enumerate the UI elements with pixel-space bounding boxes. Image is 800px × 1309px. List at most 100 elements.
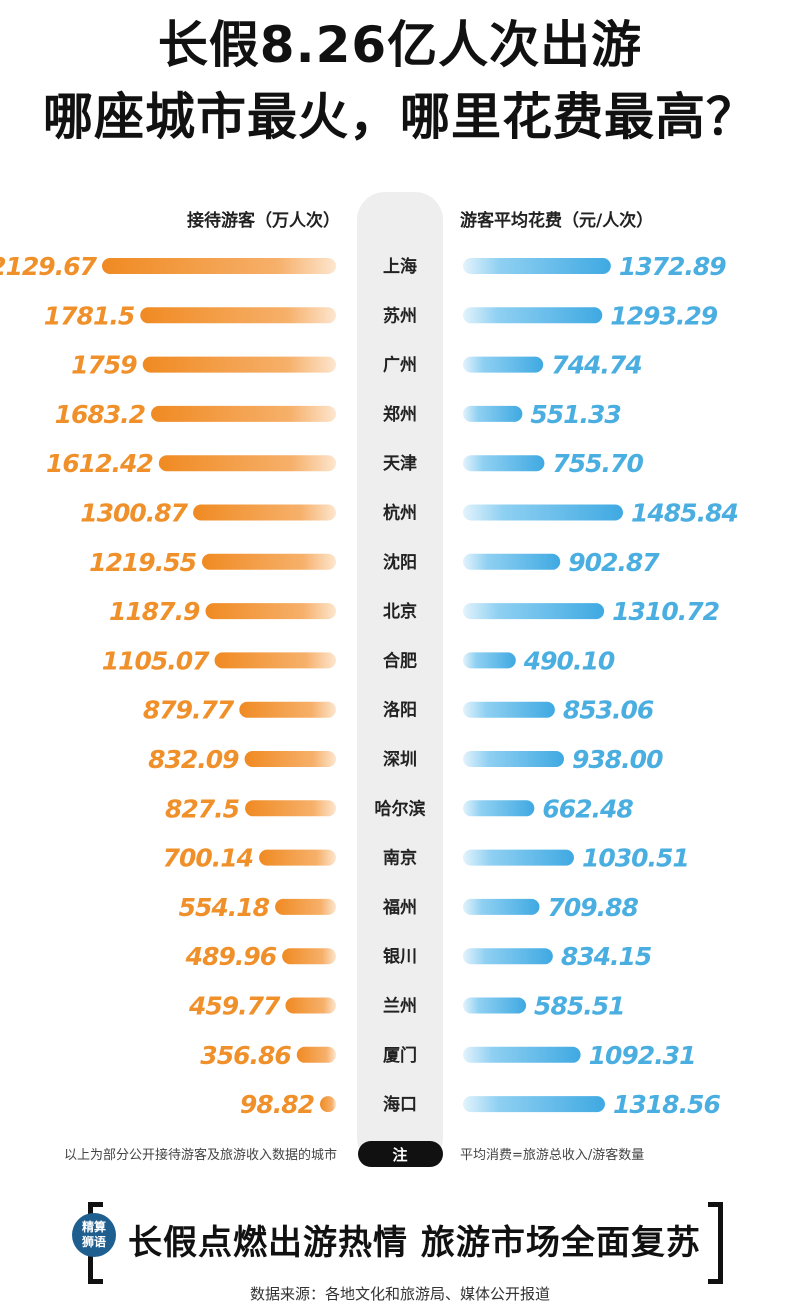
left-value-label: 1612.42 xyxy=(46,449,153,478)
left-bar xyxy=(193,504,336,521)
left-bar xyxy=(202,553,336,570)
right-bar xyxy=(463,258,611,274)
dual-bar-chart: 接待游客（万人次） 游客平均花费（元/人次） 2129.67 上海 1372.89 1… xyxy=(0,192,739,1167)
right-bar xyxy=(463,356,544,373)
city-column-background xyxy=(357,192,443,1166)
right-value-label: 1485.84 xyxy=(631,499,738,528)
right-value-label: 551.33 xyxy=(530,400,620,429)
right-value-label: 834.15 xyxy=(561,942,652,971)
left-value-label: 700.14 xyxy=(163,844,253,873)
left-value-label: 879.77 xyxy=(143,696,235,725)
city-label: 洛阳 xyxy=(383,700,417,721)
city-label: 北京 xyxy=(383,601,417,622)
right-value-label: 1030.51 xyxy=(582,844,689,873)
slogan-banner: 精算 狮语 长假点燃出游热情 旅游市场全面复苏 xyxy=(0,1200,800,1284)
note-left: 以上为部分公开接待游客及旅游收入数据的城市 xyxy=(64,1147,337,1163)
right-bar xyxy=(463,603,605,620)
left-value-label: 1105.07 xyxy=(102,646,210,675)
left-value-label: 1683.2 xyxy=(55,400,145,429)
left-bar xyxy=(244,751,336,767)
right-bar xyxy=(463,751,565,767)
right-bar xyxy=(463,997,527,1014)
city-label: 兰州 xyxy=(383,996,417,1017)
city-label: 海口 xyxy=(383,1094,417,1115)
right-bar xyxy=(463,898,540,915)
logo-line-1: 精算 xyxy=(81,1220,106,1234)
city-label: 杭州 xyxy=(383,503,417,524)
city-label: 苏州 xyxy=(383,305,417,326)
left-bar xyxy=(259,849,336,866)
right-value-label: 755.70 xyxy=(552,449,643,478)
left-bar xyxy=(158,455,336,472)
city-label: 合肥 xyxy=(383,650,417,671)
city-label: 哈尔滨 xyxy=(375,798,426,819)
note-key: 注 xyxy=(392,1146,407,1164)
right-bar xyxy=(463,553,561,570)
left-bar xyxy=(205,603,336,620)
bracket-right xyxy=(708,1202,723,1284)
left-value-label: 489.96 xyxy=(185,942,277,971)
left-value-label: 1759 xyxy=(71,351,137,380)
city-label: 郑州 xyxy=(383,404,417,425)
left-value-label: 1781.5 xyxy=(44,301,135,330)
right-bar xyxy=(463,307,603,324)
note-right: 平均消费=旅游总收入/游客数量 xyxy=(460,1147,644,1163)
right-bar xyxy=(463,1096,605,1113)
brand-logo: 精算 狮语 xyxy=(72,1213,116,1257)
right-value-label: 490.10 xyxy=(523,646,615,675)
left-value-label: 1219.55 xyxy=(89,548,196,577)
city-label: 广州 xyxy=(383,355,417,376)
left-value-label: 356.86 xyxy=(200,1041,291,1070)
city-label: 深圳 xyxy=(383,749,417,770)
left-bar xyxy=(245,800,336,817)
right-value-label: 1372.89 xyxy=(619,252,726,281)
city-label: 厦门 xyxy=(383,1045,417,1066)
right-value-label: 662.48 xyxy=(542,794,633,823)
left-value-label: 554.18 xyxy=(179,893,270,922)
right-bar xyxy=(463,1046,581,1063)
logo-line-2: 狮语 xyxy=(81,1235,106,1249)
right-bar xyxy=(463,701,555,718)
left-bar xyxy=(275,898,336,915)
right-value-label: 1310.72 xyxy=(612,597,719,626)
left-value-label: 832.09 xyxy=(148,745,239,774)
left-value-label: 1300.87 xyxy=(80,499,188,528)
title-line-2: 哪座城市最火，哪里花费最高？ xyxy=(43,88,757,146)
right-value-label: 709.88 xyxy=(547,893,638,922)
right-value-label: 1092.31 xyxy=(589,1041,696,1070)
data-source: 数据来源：各地文化和旅游局、媒体公开报道 xyxy=(249,1285,550,1303)
city-label: 天津 xyxy=(383,453,417,474)
city-label: 银川 xyxy=(383,946,417,967)
left-bar xyxy=(140,307,336,324)
right-bar xyxy=(463,652,516,669)
city-label: 上海 xyxy=(383,256,417,277)
title-line-1: 长假8.26亿人次出游 xyxy=(157,16,643,74)
left-bar xyxy=(102,258,336,274)
right-bar xyxy=(463,504,623,521)
city-label: 沈阳 xyxy=(383,552,417,573)
left-value-label: 827.5 xyxy=(165,794,240,823)
right-value-label: 938.00 xyxy=(572,745,663,774)
right-bar xyxy=(463,849,574,866)
left-column-header: 接待游客（万人次） xyxy=(187,210,340,231)
left-bar xyxy=(285,997,336,1014)
left-value-label: 1187.9 xyxy=(109,597,200,626)
left-bar xyxy=(151,405,336,422)
right-value-label: 1293.29 xyxy=(610,301,717,330)
right-value-label: 744.74 xyxy=(551,351,641,380)
right-bar xyxy=(463,948,553,965)
left-bar xyxy=(320,1096,336,1113)
left-value-label: 2129.67 xyxy=(0,252,98,281)
city-label: 福州 xyxy=(382,897,417,918)
left-bar xyxy=(142,356,336,373)
note-key-background xyxy=(358,1141,443,1167)
right-column-header: 游客平均花费（元/人次） xyxy=(460,210,653,231)
left-bar xyxy=(296,1046,336,1063)
right-value-label: 853.06 xyxy=(563,696,654,725)
left-bar xyxy=(282,948,336,965)
slogan-text: 长假点燃出游热情 旅游市场全面复苏 xyxy=(128,1223,701,1263)
right-bar xyxy=(463,405,523,422)
city-label: 南京 xyxy=(383,848,417,869)
right-bar xyxy=(463,455,545,472)
right-value-label: 1318.56 xyxy=(613,1090,720,1119)
